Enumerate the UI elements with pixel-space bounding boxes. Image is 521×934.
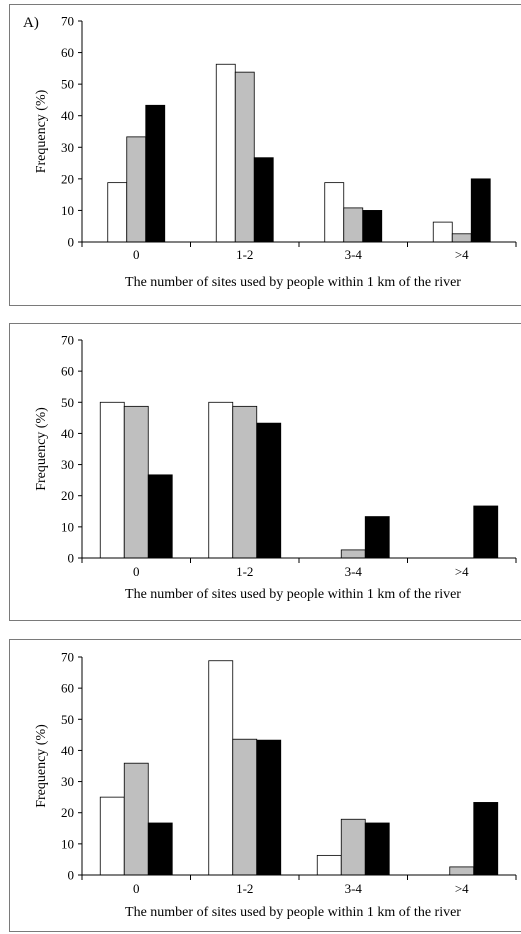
bar-series-1-0 (99, 796, 125, 876)
bar-series-3-3 (473, 505, 499, 559)
bar-series-1-0 (107, 182, 128, 243)
chart-panel-b: 0 10 20 30 40 50 60 70 0 1-2 3-4 >4 The number of si… (9, 323, 521, 621)
chart-panel-c: 0 10 20 30 40 50 60 70 0 1-2 3-4 >4 The number of si… (9, 639, 521, 932)
y-tick-label: 50 (61, 395, 74, 410)
bar-series-2-2 (343, 207, 364, 243)
y-tick-label: 70 (61, 650, 74, 665)
bar-series-3-2 (362, 210, 383, 243)
x-tick-label: 3-4 (345, 564, 363, 579)
bar-series-1-2 (316, 854, 342, 876)
x-tick-label: 1-2 (236, 247, 253, 262)
x-tick-label: 0 (133, 881, 140, 896)
y-tick-label: 70 (61, 333, 74, 348)
bar-series-2-3 (449, 866, 475, 876)
bar-series-1-3 (432, 221, 453, 243)
y-tick-label: 20 (61, 171, 74, 186)
bar-series-3-3 (470, 178, 491, 243)
y-tick-label: 10 (61, 519, 74, 534)
x-tick-label: 3-4 (345, 881, 363, 896)
y-tick-label: 40 (61, 743, 74, 758)
bar-series-2-1 (232, 405, 258, 559)
y-tick-label: 60 (61, 364, 74, 379)
bar-series-2-1 (232, 738, 258, 876)
bar-series-2-3 (451, 233, 472, 243)
x-axis-title: The number of sites used by people withi… (125, 275, 461, 290)
bar-series-1-1 (208, 660, 234, 876)
bar-series-3-2 (364, 822, 390, 876)
x-tick-label: 1-2 (236, 881, 253, 896)
y-axis-title: Frequency (%) (34, 89, 49, 173)
bar-series-3-3 (473, 802, 499, 876)
y-tick-label: 0 (68, 868, 75, 883)
y-tick-label: 30 (61, 774, 74, 789)
bar-series-3-2 (364, 516, 390, 559)
panel-label: A) (23, 15, 39, 31)
x-tick-label: >4 (455, 247, 469, 262)
bar-series-2-2 (340, 818, 366, 876)
bar-series-1-1 (208, 401, 234, 559)
bar-series-3-0 (147, 474, 173, 559)
y-tick-label: 0 (68, 235, 75, 250)
bar-series-1-0 (99, 401, 125, 559)
bar-series-3-1 (253, 157, 274, 243)
y-tick-label: 40 (61, 108, 74, 123)
x-tick-label: 1-2 (236, 564, 253, 579)
chart-b-svg: 0 10 20 30 40 50 60 70 0 1-2 3-4 >4 The number of si… (34, 333, 517, 602)
y-tick-label: 40 (61, 426, 74, 441)
y-tick-label: 70 (61, 14, 74, 29)
y-tick-label: 0 (68, 551, 75, 566)
x-tick-label: >4 (455, 881, 469, 896)
y-tick-label: 30 (61, 140, 74, 155)
bar-series-2-0 (123, 405, 149, 559)
y-tick-label: 50 (61, 712, 74, 727)
y-axis-title: Frequency (%) (34, 724, 49, 808)
bar-series-2-2 (340, 549, 366, 559)
y-tick-label: 10 (61, 203, 74, 218)
bar-series-3-0 (147, 822, 173, 876)
bar-series-1-2 (324, 182, 345, 243)
y-tick-label: 20 (61, 488, 74, 503)
bar-series-3-0 (145, 104, 166, 243)
y-tick-label: 10 (61, 836, 74, 851)
bar-series-2-0 (123, 762, 149, 876)
bar-series-2-1 (234, 71, 255, 243)
x-tick-label: 0 (133, 564, 140, 579)
y-axis-title: Frequency (%) (34, 407, 49, 491)
bar-series-3-1 (256, 422, 282, 559)
x-tick-label: >4 (455, 564, 469, 579)
y-tick-label: 50 (61, 77, 74, 92)
x-tick-label: 0 (133, 247, 140, 262)
y-tick-label: 60 (61, 681, 74, 696)
bar-series-2-0 (126, 136, 147, 243)
x-tick-label: 3-4 (345, 247, 363, 262)
y-tick-label: 30 (61, 457, 74, 472)
chart-a-svg: 0 10 20 30 40 50 60 70 0 1-2 3-4 >4 The number of si… (23, 14, 517, 290)
y-tick-label: 60 (61, 45, 74, 60)
x-axis-title: The number of sites used by people withi… (125, 587, 461, 602)
bar-series-3-1 (256, 739, 282, 876)
x-axis-title: The number of sites used by people withi… (125, 905, 461, 920)
y-tick-label: 20 (61, 805, 74, 820)
chart-c-svg: 0 10 20 30 40 50 60 70 0 1-2 3-4 >4 The number of si… (34, 650, 517, 920)
bar-series-1-1 (215, 63, 236, 243)
chart-panel-a: 0 10 20 30 40 50 60 70 0 1-2 3-4 >4 The number of si… (9, 4, 521, 306)
